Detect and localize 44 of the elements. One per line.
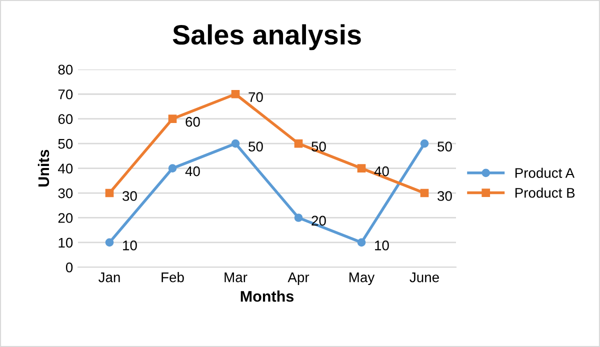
y-tick-label: 50 [58,138,73,149]
x-axis-title: Months [240,290,294,302]
data-label: 50 [438,142,452,152]
data-label: 10 [123,240,137,250]
y-tick-label: 20 [58,213,73,223]
y-axis-title: Units [38,150,50,186]
x-tick-label: Mar [224,272,248,282]
point [105,238,114,247]
y-tick-label: 60 [58,114,73,124]
point [357,238,366,247]
data-label: 40 [185,166,200,176]
y-tick-label: 70 [58,89,73,100]
y-tick-label: 80 [58,64,73,75]
data-label: 50 [312,142,326,152]
chart-title: Sales analysis [172,24,361,50]
data-label: 60 [186,116,200,127]
y-tick-label: 30 [58,188,73,198]
x-tick-label: May [350,272,375,285]
y-tick-label: 40 [58,164,73,174]
y-tick-label: 0 [66,262,73,272]
data-label: 10 [375,240,389,250]
point [420,188,429,198]
legend-label: Product B [515,188,575,198]
data-label: 50 [248,142,263,152]
point [231,90,240,98]
point [294,214,303,222]
point [168,114,177,124]
point [294,139,303,148]
point [168,164,177,172]
data-label: 30 [122,191,137,201]
point [105,188,114,198]
data-label: 70 [248,92,263,102]
point [357,164,366,172]
point [420,139,429,148]
x-tick-label: June [410,272,439,282]
x-tick-label: Feb [162,272,184,282]
x-tick-label: Apr [288,272,310,285]
data-label: 30 [438,191,452,201]
x-tick-label: Jan [98,272,120,282]
y-tick-label: 10 [58,238,73,248]
legend-label: Product A [515,168,575,178]
data-label: 20 [312,216,326,226]
point [231,139,240,148]
data-label: 40 [374,166,389,176]
